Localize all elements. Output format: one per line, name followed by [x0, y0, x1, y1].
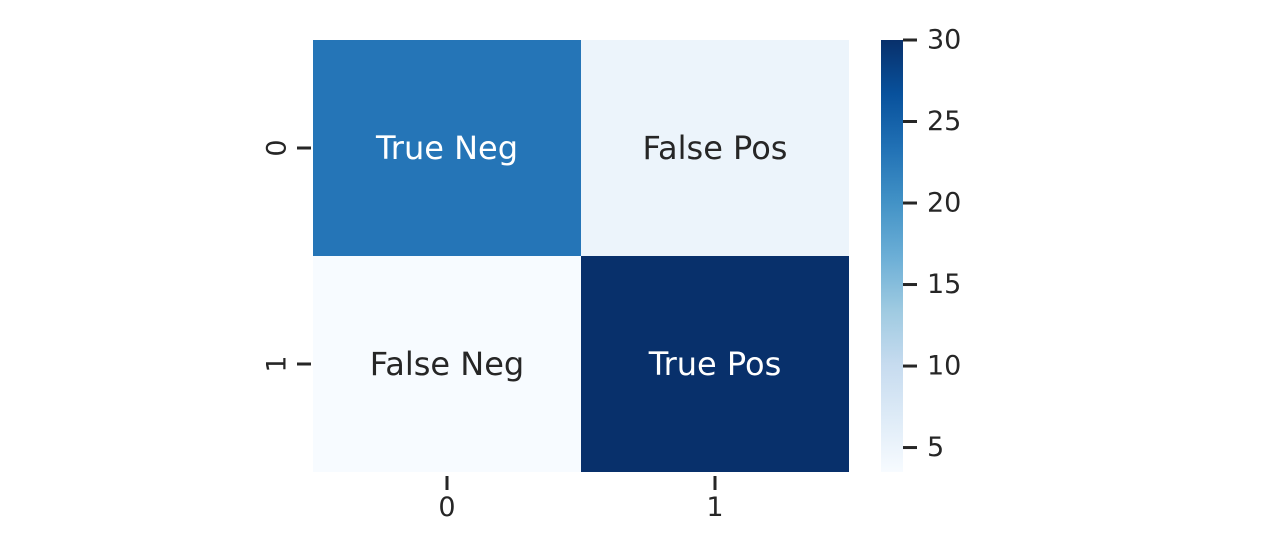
- y-tick-label-1: 1: [262, 355, 293, 372]
- heatmap-cell-1-1: [581, 256, 849, 472]
- x-tick-label-1: 1: [706, 492, 723, 523]
- colorbar-gradient: [881, 40, 903, 472]
- y-tick-label-0: 0: [262, 139, 293, 156]
- x-tick-label-0: 0: [438, 492, 455, 523]
- colorbar-tick-label-5: 30: [927, 25, 961, 56]
- colorbar: 5 10 15 20 25 30: [881, 25, 961, 472]
- colorbar-tick-label-0: 5: [927, 432, 944, 463]
- heatmap-cell-1-0: [313, 256, 581, 472]
- heatmap-cells: True Neg False Pos False Neg True Pos: [313, 40, 849, 472]
- cell-annotation-0-1: False Pos: [643, 129, 788, 167]
- cell-annotation-1-0: False Neg: [370, 345, 524, 383]
- colorbar-tick-label-3: 20: [927, 188, 961, 219]
- cell-annotation-0-0: True Neg: [375, 129, 518, 167]
- heatmap-cell-0-1: [581, 40, 849, 256]
- y-axis: 01: [262, 139, 311, 373]
- cell-annotation-1-1: True Pos: [648, 345, 782, 383]
- colorbar-tick-label-1: 10: [927, 351, 961, 382]
- colorbar-tick-label-2: 15: [927, 269, 961, 300]
- heatmap-cell-0-0: [313, 40, 581, 256]
- colorbar-tick-label-4: 25: [927, 106, 961, 137]
